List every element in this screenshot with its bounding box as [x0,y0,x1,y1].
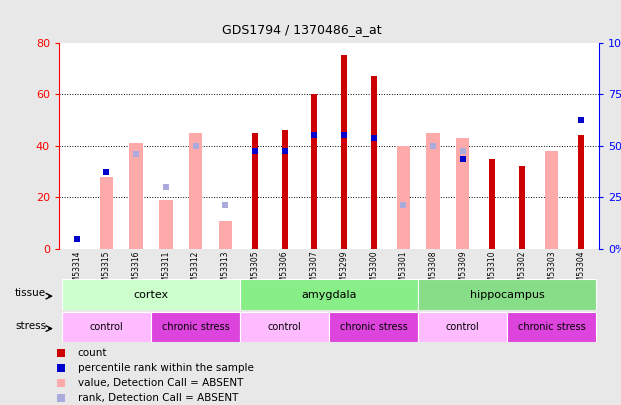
Text: control: control [268,322,301,332]
Bar [456,138,469,249]
Bar [252,133,258,249]
Bar [240,279,418,310]
Text: GDS1794 / 1370486_a_at: GDS1794 / 1370486_a_at [222,23,382,36]
Bar [371,76,376,249]
Bar [579,135,584,249]
Bar [219,221,232,249]
Bar [341,55,347,249]
Text: value, Detection Call = ABSENT: value, Detection Call = ABSENT [78,377,243,388]
Bar [62,279,240,310]
Bar [418,312,507,342]
Text: rank, Detection Call = ABSENT: rank, Detection Call = ABSENT [78,392,238,403]
Text: tissue: tissue [15,288,47,298]
Bar [189,133,202,249]
Text: chronic stress: chronic stress [340,322,407,332]
Bar [427,133,440,249]
Bar [62,312,151,342]
Bar [507,312,596,342]
Bar [151,312,240,342]
Text: chronic stress: chronic stress [518,322,586,332]
Bar [282,130,288,249]
Text: control: control [89,322,124,332]
Text: chronic stress: chronic stress [161,322,229,332]
Bar [159,200,173,249]
Text: hippocampus: hippocampus [470,290,545,300]
Bar [130,143,143,249]
Bar [240,312,329,342]
Bar [329,312,418,342]
Bar [311,94,317,249]
Bar [489,159,496,249]
Bar [519,166,525,249]
Text: count: count [78,347,107,358]
Bar [418,279,596,310]
Bar [545,151,558,249]
Text: control: control [446,322,479,332]
Bar [100,177,113,249]
Text: amygdala: amygdala [301,290,357,300]
Bar [397,146,410,249]
Text: cortex: cortex [134,290,168,300]
Text: percentile rank within the sample: percentile rank within the sample [78,362,253,373]
Text: stress: stress [15,320,47,330]
